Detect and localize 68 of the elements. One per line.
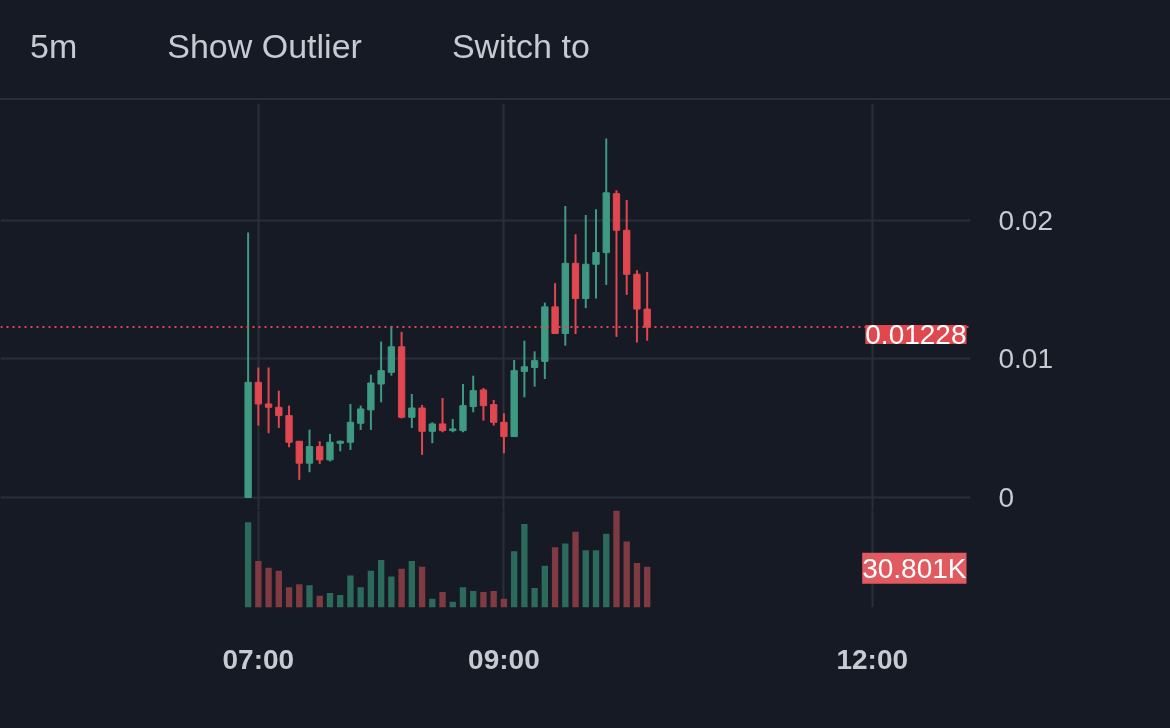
candlestick <box>500 412 508 455</box>
candlestick <box>408 392 416 429</box>
bar <box>480 591 487 608</box>
bar <box>562 543 569 608</box>
candlestick <box>305 428 314 474</box>
x-tick-label: 09:00 <box>468 643 540 675</box>
candlestick <box>418 403 426 456</box>
bar <box>275 570 282 608</box>
bar <box>357 587 364 608</box>
bar <box>613 510 620 608</box>
text: 5m <box>30 27 78 65</box>
bar <box>255 560 262 608</box>
candlestick <box>428 421 436 445</box>
candlestick <box>254 366 263 427</box>
bar <box>644 566 651 608</box>
y-tick-label: 0 <box>998 481 1015 513</box>
bar <box>367 570 375 608</box>
candlestick <box>326 432 334 463</box>
bar <box>377 559 385 608</box>
bar <box>347 575 354 608</box>
bar <box>388 576 395 608</box>
x-tick-label: 07:00 <box>222 643 295 675</box>
bar <box>531 588 538 608</box>
ref-line-label: 0.01228 <box>865 319 967 351</box>
bar <box>285 587 293 608</box>
candlestick <box>438 397 447 434</box>
candlestick <box>346 402 355 451</box>
bar <box>541 565 549 608</box>
candlestick <box>264 366 273 435</box>
text: Show Outlier <box>167 27 362 65</box>
bar <box>337 594 344 608</box>
bar <box>459 587 467 608</box>
bar <box>510 551 518 608</box>
y-tick-label: 0.02 <box>998 204 1053 236</box>
bar <box>633 562 641 608</box>
bar <box>296 584 303 608</box>
annotation: 30.801K <box>862 552 967 584</box>
candlestick <box>316 440 324 465</box>
x-tick-label: 12:00 <box>836 643 909 675</box>
bar <box>439 591 446 608</box>
bar <box>244 522 252 608</box>
candlestick <box>530 350 539 388</box>
bar <box>490 591 497 608</box>
bar <box>582 550 589 608</box>
candlestick <box>295 440 303 481</box>
bar <box>521 524 528 608</box>
bar <box>306 585 313 608</box>
candlestick <box>377 340 385 404</box>
bar <box>418 566 426 608</box>
candlestick <box>490 398 498 427</box>
candlestick <box>275 389 283 429</box>
bar <box>398 568 405 608</box>
y-tick-label: 0.01 <box>998 343 1053 375</box>
candlestick <box>469 374 477 414</box>
bar <box>551 547 559 608</box>
bar <box>623 541 630 608</box>
bar <box>408 560 415 608</box>
bar <box>470 591 477 608</box>
candlestick <box>356 404 365 431</box>
bar <box>265 567 272 608</box>
candlestick <box>479 387 488 422</box>
candlestick <box>520 339 529 399</box>
bar <box>572 531 579 608</box>
bar <box>603 533 610 608</box>
bar <box>592 550 600 608</box>
text: Switch to <box>451 27 590 65</box>
bar <box>326 592 334 608</box>
candlestick <box>592 208 600 300</box>
